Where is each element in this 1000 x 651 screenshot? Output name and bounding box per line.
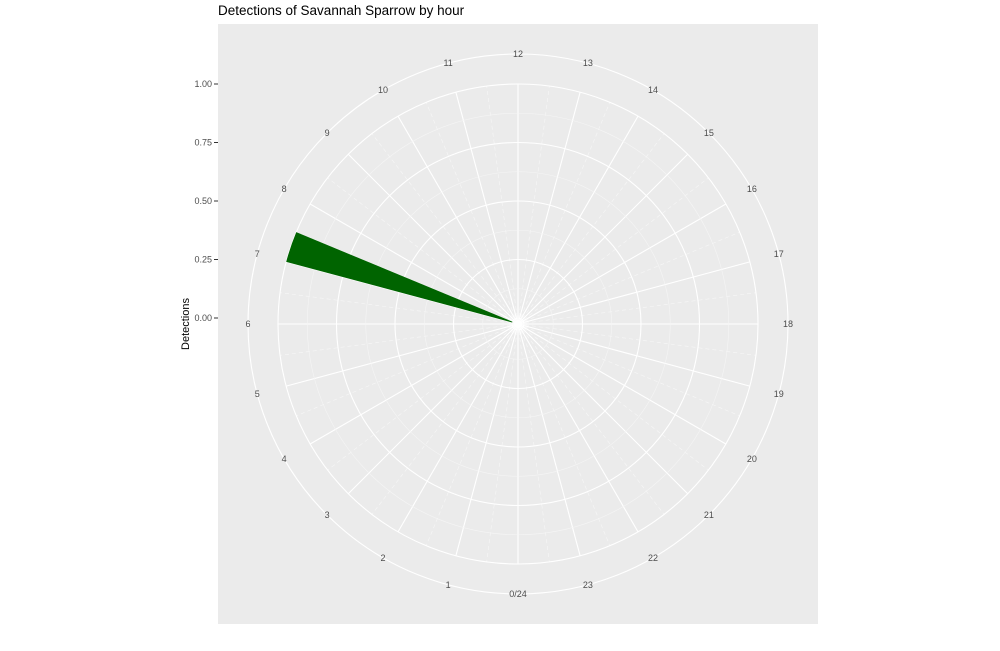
minor-spoke	[517, 323, 665, 515]
major-spoke	[517, 323, 750, 387]
minor-ring	[365, 171, 671, 477]
grid	[247, 53, 789, 595]
minor-spoke	[517, 323, 740, 417]
minor-spoke	[371, 133, 519, 325]
major-ring	[452, 258, 584, 390]
bars	[286, 232, 513, 323]
hour-label: 17	[774, 249, 784, 259]
major-spoke	[517, 153, 689, 325]
major-ring	[394, 200, 642, 448]
y-axis-title: Detections	[180, 298, 192, 350]
minor-spoke	[486, 323, 519, 562]
minor-spoke	[517, 323, 709, 471]
hour-label: 3	[325, 510, 330, 520]
minor-spoke	[280, 323, 519, 356]
hour-label: 14	[648, 85, 658, 95]
minor-spoke	[517, 323, 756, 356]
minor-spoke	[517, 292, 756, 325]
minor-spoke	[425, 323, 519, 546]
hour-label: 20	[747, 454, 757, 464]
major-spoke	[309, 323, 519, 445]
hour-label: 10	[378, 85, 388, 95]
minor-spoke	[517, 102, 611, 325]
hour-label: 8	[282, 184, 287, 194]
major-ring	[277, 83, 759, 565]
outer-ring	[247, 53, 789, 595]
minor-spoke	[280, 292, 519, 325]
hour-label: 5	[255, 389, 260, 399]
major-spoke	[347, 323, 519, 495]
y-tick-label: 0.00	[194, 313, 212, 323]
bar-wedge	[286, 232, 513, 323]
major-spoke	[397, 323, 519, 533]
minor-spoke	[371, 323, 519, 515]
hour-label: 13	[583, 58, 593, 68]
y-tick-label: 0.25	[194, 255, 212, 265]
major-spoke	[517, 115, 639, 325]
hour-label: 15	[704, 128, 714, 138]
major-spoke	[455, 323, 519, 556]
major-spoke	[455, 92, 519, 325]
y-axis: 0.00 0.25 0.50 0.75 1.00	[194, 79, 218, 323]
hour-label: 11	[443, 58, 452, 68]
y-tick-label: 0.50	[194, 196, 212, 206]
hour-label: 6	[245, 319, 250, 329]
major-spoke	[517, 92, 581, 325]
major-ring	[335, 141, 701, 507]
hour-label: 4	[282, 454, 287, 464]
minor-spoke	[517, 323, 611, 546]
hour-label: 21	[704, 510, 714, 520]
hour-label: 23	[583, 580, 593, 590]
minor-spoke	[425, 102, 519, 325]
major-spoke	[517, 203, 727, 325]
minor-spoke	[327, 323, 519, 471]
hour-label: 0/24	[509, 589, 527, 599]
major-spoke	[397, 115, 519, 325]
minor-ring	[482, 288, 554, 360]
hour-label: 19	[774, 389, 784, 399]
hour-label: 1	[446, 580, 451, 590]
hour-label: 16	[747, 184, 757, 194]
hour-label: 18	[783, 319, 793, 329]
minor-spoke	[517, 86, 550, 325]
major-ring	[511, 317, 525, 331]
minor-spoke	[296, 323, 519, 417]
chart-title: Detections of Savannah Sparrow by hour	[218, 3, 465, 18]
y-tick-label: 0.75	[194, 138, 212, 148]
minor-ring	[423, 229, 613, 419]
minor-spoke	[486, 86, 519, 325]
hour-label: 22	[648, 553, 658, 563]
major-spoke	[286, 323, 519, 387]
major-spoke	[309, 203, 519, 325]
major-spoke	[517, 323, 689, 495]
major-spoke	[517, 323, 727, 445]
major-spoke	[347, 153, 519, 325]
minor-spoke	[517, 177, 709, 325]
hour-label: 12	[513, 49, 523, 59]
hour-label: 7	[255, 249, 260, 259]
minor-spoke	[517, 231, 740, 325]
minor-ring	[306, 112, 730, 536]
hour-label: 2	[380, 553, 385, 563]
minor-spoke	[517, 323, 550, 562]
hour-labels: 0/24123456789101112131415161718192021222…	[245, 49, 793, 599]
major-spoke	[517, 261, 750, 325]
y-tick-label: 1.00	[194, 79, 212, 89]
minor-spoke	[517, 133, 665, 325]
minor-spoke	[327, 177, 519, 325]
major-spoke	[517, 323, 639, 533]
hour-label: 9	[325, 128, 330, 138]
major-spoke	[517, 323, 581, 556]
